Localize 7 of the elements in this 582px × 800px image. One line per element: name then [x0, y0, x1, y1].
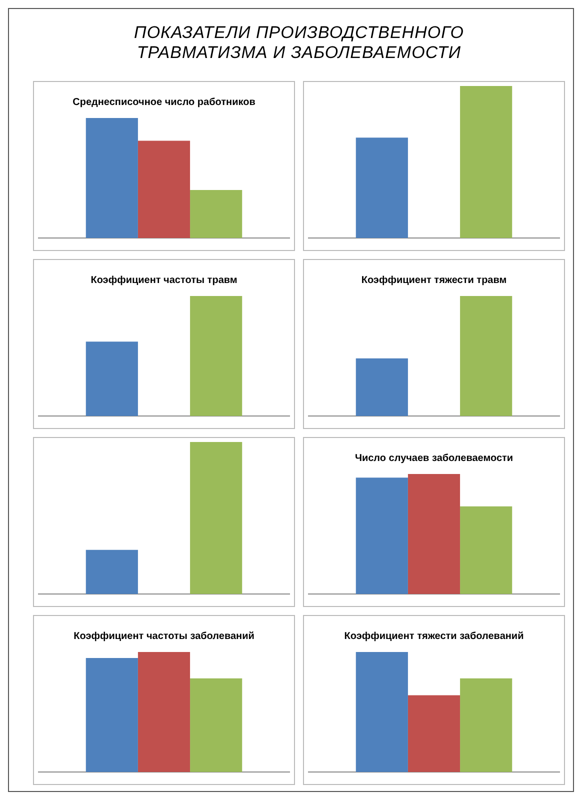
text: ПОКАЗАТЕЛИ ПРОИЗВОДСТВЕННОГО ТРАВМАТИЗМА И ЗАБОЛЕВАЕМОСТИ	[133, 22, 465, 64]
chart-title: Коэффициент тяжести травм	[361, 274, 507, 286]
chart-title: Коэффициент тяжести заболеваний	[344, 630, 524, 642]
chart-title: Число случаев заболеваемости	[354, 452, 514, 464]
chart-title: Коэффициент частоты травм	[90, 274, 238, 286]
chart-title: Среднесписочное число работников	[72, 96, 256, 108]
chart-title: Коэффициент частоты заболеваний	[74, 630, 254, 642]
